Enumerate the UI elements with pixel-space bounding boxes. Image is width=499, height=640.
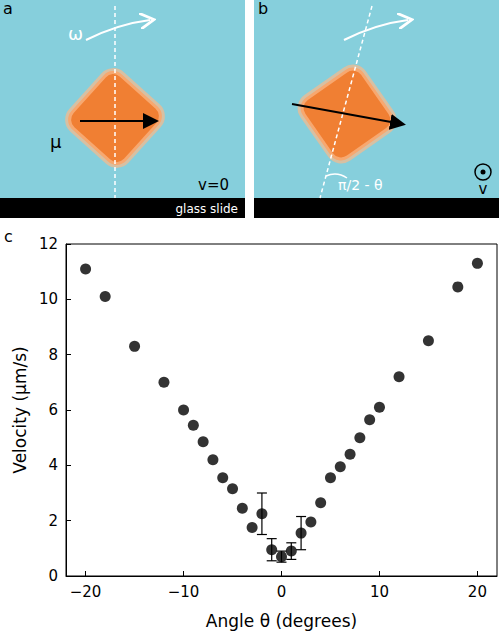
- svg-text:20: 20: [468, 583, 487, 601]
- svg-text:6: 6: [48, 401, 58, 419]
- svg-text:Angle θ (degrees): Angle θ (degrees): [206, 611, 357, 631]
- svg-text:glass slide: glass slide: [175, 202, 238, 216]
- svg-text:10: 10: [39, 290, 58, 308]
- svg-text:−20: −20: [70, 583, 102, 601]
- svg-text:10: 10: [370, 583, 389, 601]
- svg-text:0: 0: [277, 583, 287, 601]
- svg-text:12: 12: [39, 235, 58, 253]
- svg-text:−10: −10: [168, 583, 200, 601]
- svg-text:Velocity (μm/s): Velocity (μm/s): [10, 346, 30, 473]
- svg-text:ω: ω: [68, 23, 83, 44]
- svg-text:0: 0: [48, 567, 58, 585]
- svg-text:8: 8: [48, 346, 58, 364]
- svg-text:π/2 - θ: π/2 - θ: [338, 177, 383, 193]
- svg-text:v=0: v=0: [198, 176, 229, 194]
- svg-text:4: 4: [48, 456, 58, 474]
- svg-text:c: c: [4, 227, 13, 246]
- svg-text:a: a: [3, 0, 13, 18]
- svg-text:v: v: [479, 180, 488, 198]
- svg-text:μ: μ: [50, 131, 62, 152]
- svg-text:2: 2: [48, 512, 58, 530]
- svg-text:b: b: [258, 0, 268, 18]
